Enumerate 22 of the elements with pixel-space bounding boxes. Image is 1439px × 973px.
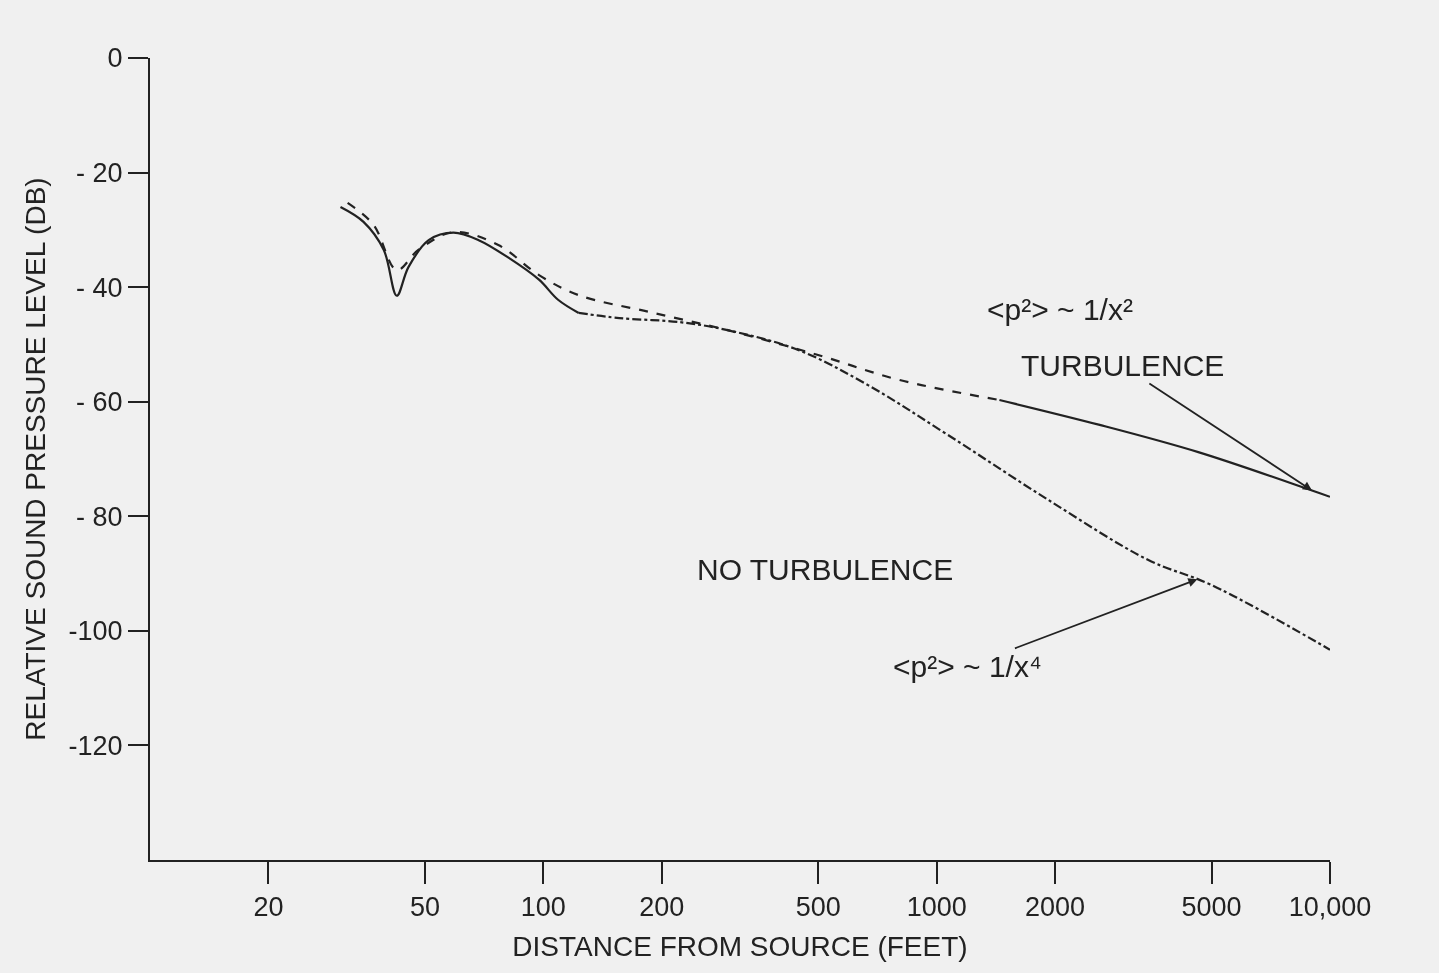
annotation: <p²> ~ 1/x² bbox=[987, 293, 1133, 326]
x-tick-label: 200 bbox=[639, 892, 685, 923]
x-axis-title: DISTANCE FROM SOURCE (FEET) bbox=[512, 931, 968, 962]
x-tick-label: 500 bbox=[795, 892, 841, 923]
y-tick-label: - 20 bbox=[76, 158, 123, 189]
x-tick-label: 5000 bbox=[1181, 892, 1242, 923]
x-tick-label: 20 bbox=[253, 892, 284, 923]
y-tick-label: - 60 bbox=[76, 387, 123, 418]
y-axis-title: RELATIVE SOUND PRESSURE LEVEL (DB) bbox=[19, 177, 51, 741]
y-tick-label: 0 bbox=[107, 43, 123, 74]
y-tick-label: - 40 bbox=[76, 272, 123, 303]
y-tick-label: -100 bbox=[68, 616, 123, 647]
annotation: NO TURBULENCE bbox=[697, 553, 954, 586]
y-tick-label: - 80 bbox=[76, 501, 123, 532]
x-tick-label: 2000 bbox=[1025, 892, 1086, 923]
annotation: TURBULENCE bbox=[1021, 349, 1225, 382]
annotation: <p²> ~ 1/x⁴ bbox=[893, 650, 1042, 683]
x-tick-label: 10,000 bbox=[1288, 892, 1372, 923]
x-tick-label: 100 bbox=[520, 892, 566, 923]
x-tick-label: 50 bbox=[409, 892, 440, 923]
y-tick-label: -120 bbox=[68, 730, 123, 761]
x-tick-label: 1000 bbox=[906, 892, 967, 923]
